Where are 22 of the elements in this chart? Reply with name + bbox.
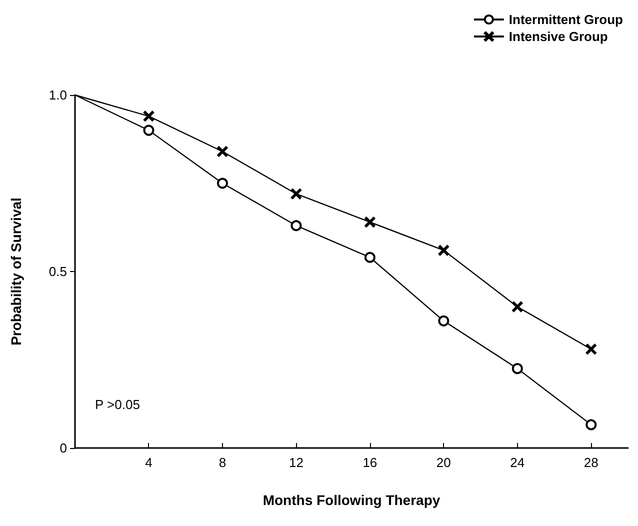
y-tick-label: 1.0 [48,88,67,102]
y-tick-label: 0 [60,440,67,456]
x-tick-label: 24 [510,455,525,470]
point [438,315,450,326]
x-tick-label: 12 [288,455,304,470]
point [512,363,523,374]
point [143,124,154,136]
point [290,220,302,232]
y-axis-title: Probability of Survival [8,198,24,346]
x-tick-label: 16 [362,455,378,470]
x-tick-label: 8 [218,455,226,470]
point [216,178,228,189]
x-tick-label: 20 [436,455,451,470]
annotation: P >0.05 [95,397,140,412]
legend-label: Intermittent Group [508,12,624,27]
legend-label: Intensive Group [508,29,608,44]
x-tick-label: 4 [145,455,152,470]
x-axis-title: Months Following Therapy [262,492,440,508]
point [364,252,376,263]
x-tick-label: 28 [584,455,598,470]
point [586,419,597,430]
y-tick-label: 0.5 [48,264,67,279]
